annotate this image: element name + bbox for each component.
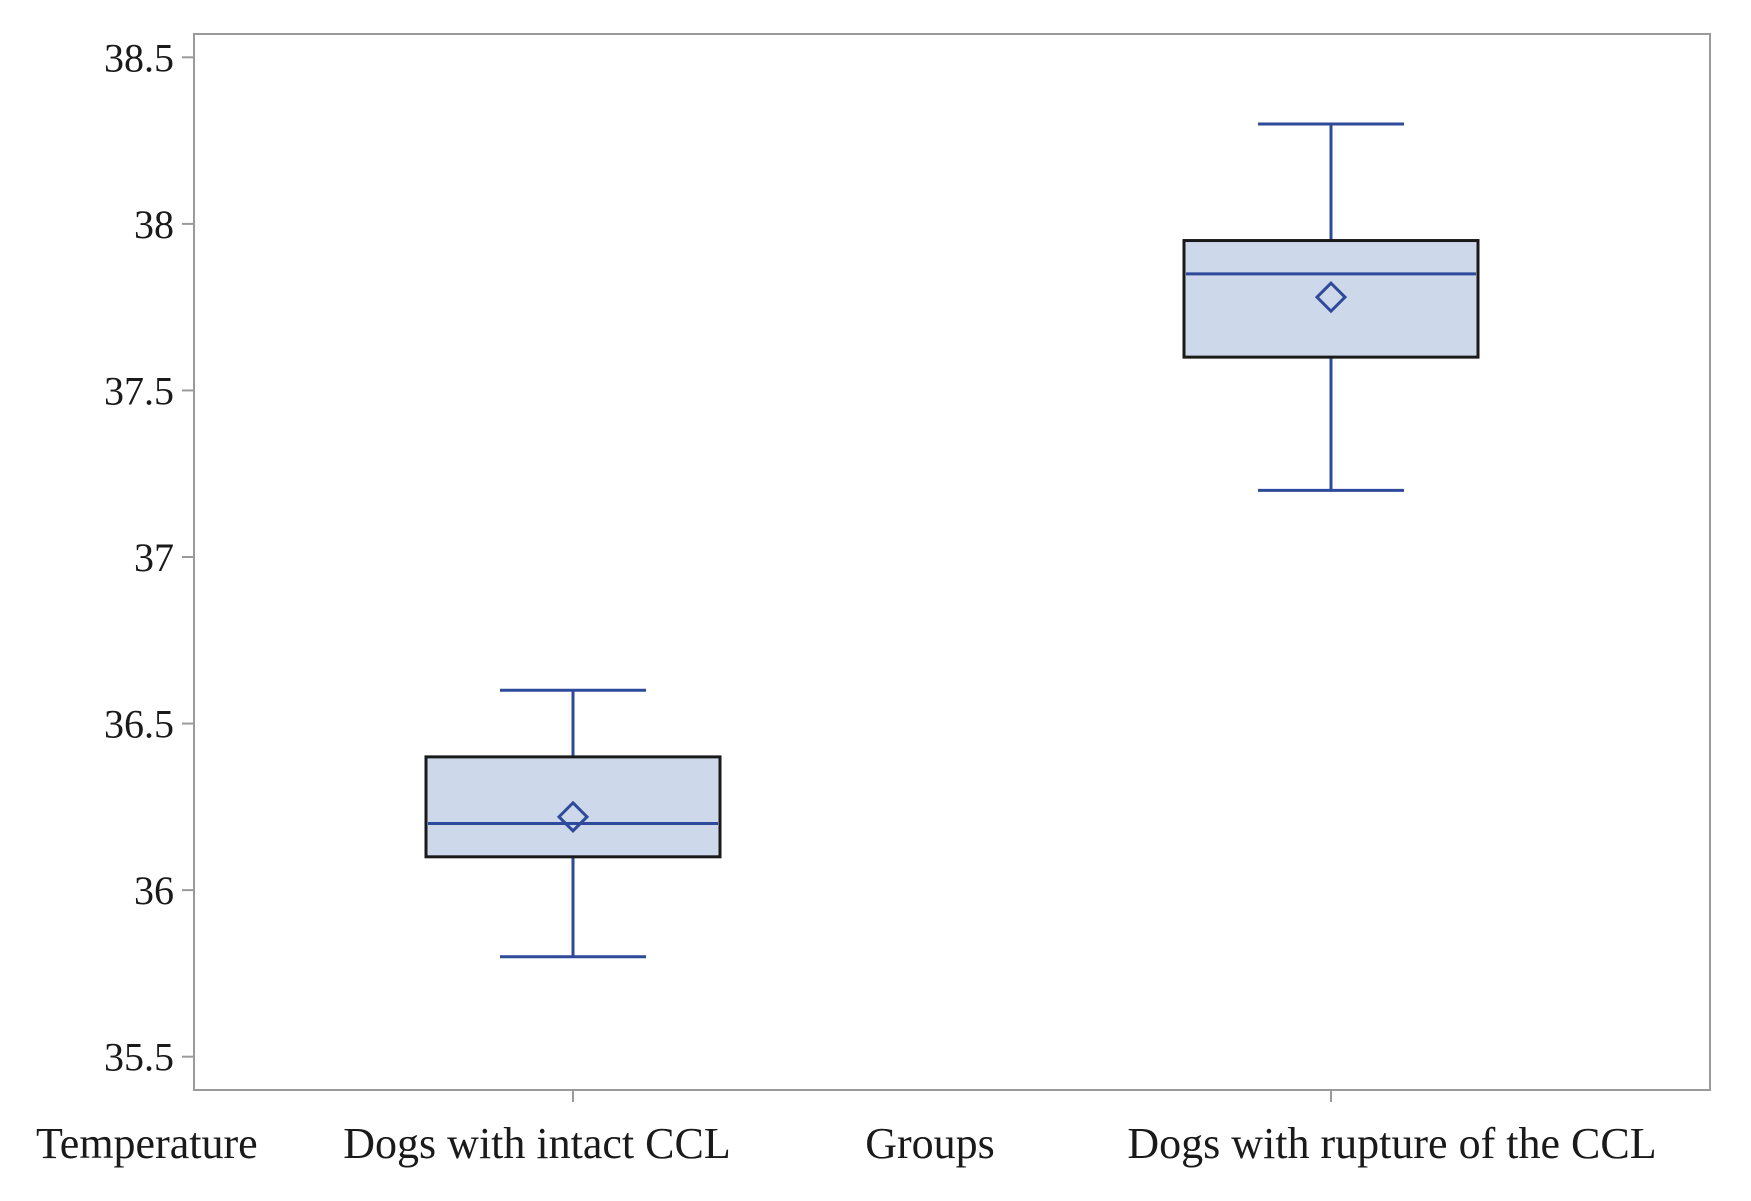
box-series <box>424 122 1480 959</box>
y-tick-label: 36 <box>134 868 174 913</box>
plot-frame <box>193 33 1711 1091</box>
y-tick-label: 36.5 <box>104 702 174 747</box>
mean-marker <box>556 800 590 833</box>
box-group <box>1182 122 1480 492</box>
y-tick-label: 37.5 <box>104 368 174 413</box>
iqr-box <box>424 755 722 859</box>
mean-marker <box>1314 281 1348 314</box>
x-category-label: Dogs with intact CCL <box>343 1119 730 1168</box>
x-category-label: Dogs with rupture of the CCL <box>1127 1119 1656 1168</box>
iqr-box <box>1182 239 1480 359</box>
y-axis: 35.5 36 36.5 37 37.5 38 38.5 <box>104 35 194 1080</box>
box-group <box>424 688 722 959</box>
y-tick-label: 35.5 <box>104 1035 174 1080</box>
y-tick-label: 38.5 <box>104 35 174 80</box>
y-tick-label: 38 <box>134 202 174 247</box>
x-axis: Dogs with intact CCL Dogs with rupture of… <box>343 1090 1657 1168</box>
y-axis-label: Temperature <box>36 1119 258 1168</box>
y-tick-label: 37 <box>134 535 174 580</box>
x-axis-label: Groups <box>865 1119 995 1168</box>
